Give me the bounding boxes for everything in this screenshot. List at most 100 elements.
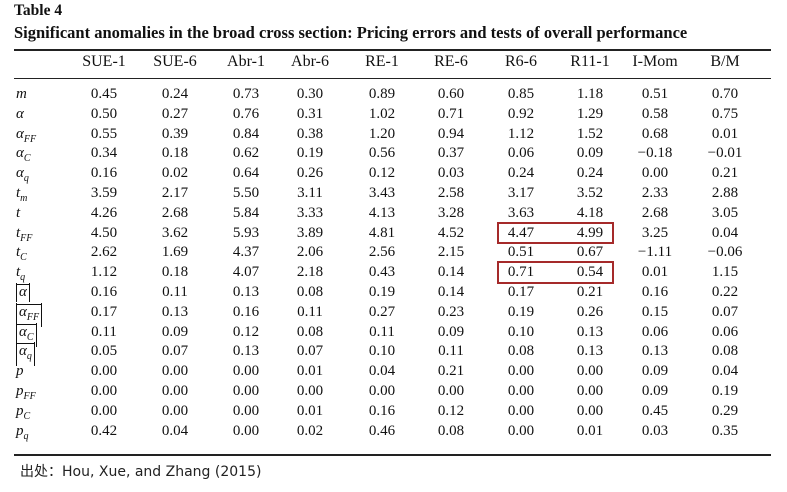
table-cell: 0.19	[296, 145, 324, 162]
table-row: αq 0.16 0.02 0.64 0.26 0.12 0.03 0.24 0.24 0.00 0.…	[0, 164, 787, 184]
table-cell: 0.85	[507, 86, 535, 102]
table-row: αC 0.34 0.18 0.62 0.19 0.56 0.37 0.06 0.09 −0.18 −…	[0, 144, 787, 164]
table-cell: 0.09	[576, 145, 604, 162]
table-cell: 3.63	[507, 204, 535, 221]
table-cell: 0.14	[437, 283, 465, 300]
table-cell: 0.04	[368, 363, 396, 380]
table-cell: 0.17	[507, 283, 535, 300]
row-label: αq	[16, 342, 35, 367]
table-cell: 0.11	[297, 303, 323, 320]
table-cell: −0.01	[707, 145, 743, 162]
table-cell: 0.08	[296, 323, 324, 340]
table-cell: 2.18	[296, 264, 324, 281]
table-cell: 0.46	[368, 422, 396, 439]
table-cell: 3.43	[368, 184, 396, 201]
table-cell: 0.00	[576, 402, 604, 419]
table-cell: 0.00	[161, 382, 189, 399]
table-cell: 2.06	[296, 244, 324, 261]
table-cell: 0.30	[296, 86, 324, 102]
table-cell: 0.00	[576, 363, 604, 380]
table-cell: 0.00	[437, 382, 465, 399]
table-cell: 0.11	[162, 283, 188, 300]
table-cell: 0.08	[296, 283, 324, 300]
column-header-row: SUE-1 SUE-6 Abr-1 Abr-6 RE-1 RE-6 R6-6 R11-1 I-M…	[0, 53, 787, 75]
table-cell: 3.05	[711, 204, 739, 221]
row-label: αq	[16, 165, 29, 185]
table-cell: 2.88	[711, 184, 739, 201]
table-cell: 0.00	[161, 402, 189, 419]
table-cell: 0.24	[507, 165, 535, 182]
table-cell: 0.00	[368, 382, 396, 399]
table-row: αFF 0.17 0.13 0.16 0.11 0.27 0.23 0.19 0.26 0.15 0…	[0, 302, 787, 327]
table-cell: 1.29	[576, 105, 604, 122]
table-cell: 0.24	[576, 165, 604, 182]
table-cell: 0.00	[576, 382, 604, 399]
table-cell: 0.12	[232, 323, 260, 340]
table-cell: 0.07	[296, 343, 324, 360]
table-cell: 0.67	[576, 244, 604, 261]
table-cell: 1.15	[711, 264, 739, 281]
table-cell: 0.04	[161, 422, 189, 439]
column-header: SUE-6	[153, 53, 197, 70]
table-cell: 2.68	[641, 204, 669, 221]
table-title: Significant anomalies in the broad cross…	[14, 23, 688, 42]
table-cell: 0.16	[368, 402, 396, 419]
table-cell: 0.75	[711, 105, 739, 122]
table-cell: 0.11	[91, 323, 117, 340]
table-cell: 2.15	[437, 244, 465, 261]
table-cell: 0.10	[368, 343, 396, 360]
table-cell: 3.62	[161, 224, 189, 241]
table-cell: 3.25	[641, 224, 669, 241]
table-cell: 0.38	[296, 125, 324, 142]
table-body: m 0.45 0.24 0.73 0.30 0.89 0.60 0.85 1.18 0.51 0.7…	[0, 85, 787, 442]
table-cell: 5.93	[232, 224, 260, 241]
table-cell: 0.56	[368, 145, 396, 162]
table-row: p 0.00 0.00 0.00 0.01 0.04 0.21 0.00 0.00 0.09 0.0…	[0, 362, 787, 382]
table-cell: 0.39	[161, 125, 189, 142]
table-cell: 0.01	[576, 422, 604, 439]
table-cell: 0.16	[641, 283, 669, 300]
table-cell: 4.37	[232, 244, 260, 261]
column-header: Abr-1	[227, 53, 265, 70]
table-cell: 0.13	[576, 343, 604, 360]
table-cell: 0.50	[90, 105, 118, 122]
table-cell: 0.70	[711, 86, 739, 102]
highlight-box	[497, 261, 614, 284]
table-cell: 0.01	[711, 125, 739, 142]
table-cell: 0.06	[711, 323, 739, 340]
table-cell: 0.00	[507, 422, 535, 439]
table-row: tq 1.12 0.18 4.07 2.18 0.43 0.14 0.71 0.54 0.01 1.…	[0, 263, 787, 283]
table-cell: 0.08	[507, 343, 535, 360]
table-cell: 0.71	[507, 264, 535, 281]
table-cell: 4.50	[90, 224, 118, 241]
table-cell: 0.19	[368, 283, 396, 300]
table-cell: 0.12	[437, 402, 465, 419]
table-cell: 2.62	[90, 244, 118, 261]
table-row: pC 0.00 0.00 0.00 0.01 0.16 0.12 0.00 0.00 0.45 0.…	[0, 402, 787, 422]
table-cell: 0.68	[641, 125, 669, 142]
table-cell: 0.00	[507, 402, 535, 419]
table-cell: 0.07	[161, 343, 189, 360]
row-label: pC	[16, 402, 31, 422]
column-header: RE-6	[434, 53, 468, 70]
table-cell: 0.00	[161, 363, 189, 380]
row-label: αFF	[16, 302, 43, 327]
table-cell: 0.60	[437, 86, 465, 102]
row-label: αFF	[16, 125, 37, 145]
table-cell: 0.16	[90, 165, 118, 182]
column-header: RE-1	[365, 53, 399, 70]
row-label: αC	[16, 322, 37, 347]
column-header: R11-1	[570, 53, 610, 70]
table-cell: 4.18	[576, 204, 604, 221]
table-cell: 0.35	[711, 422, 739, 439]
table-row: αC 0.11 0.09 0.12 0.08 0.11 0.09 0.10 0.13 0.06 0.…	[0, 322, 787, 347]
table-cell: 0.19	[507, 303, 535, 320]
table-cell: 0.03	[437, 165, 465, 182]
table-row: t 4.26 2.68 5.84 3.33 4.13 3.28 3.63 4.18 2.68 3.0…	[0, 204, 787, 224]
row-label: tm	[16, 184, 28, 204]
table-row: pq 0.42 0.04 0.00 0.02 0.46 0.08 0.00 0.01 0.03 0.…	[0, 422, 787, 442]
table-cell: 1.12	[90, 264, 118, 281]
table-cell: 0.00	[90, 363, 118, 380]
table-cell: 0.05	[90, 343, 118, 360]
